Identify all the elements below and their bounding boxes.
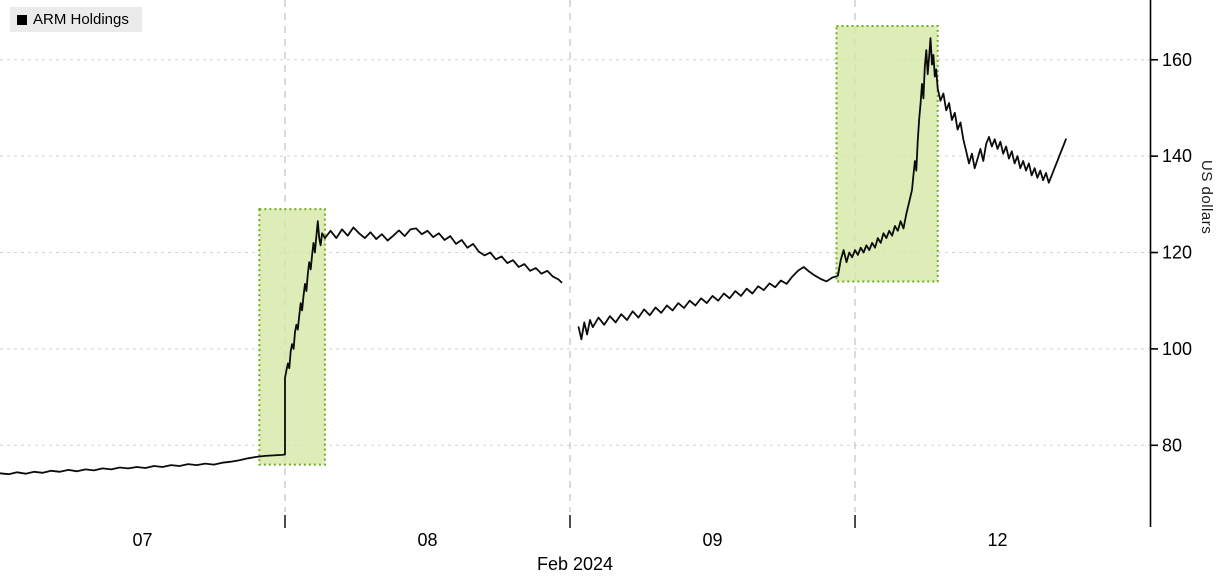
legend-label: ARM Holdings [33,11,129,28]
legend: ARM Holdings [10,7,142,32]
horizontal-gridlines [0,59,1150,446]
y-tick-label: 100 [1162,339,1192,359]
x-tick-label: 07 [132,530,152,550]
highlight-region [835,25,939,283]
y-axis: 80 100 120 140 160 [1149,0,1192,527]
price-line-segment [0,220,563,476]
y-tick-label: 120 [1162,243,1192,263]
legend-marker-icon [17,14,27,25]
x-axis-title: Feb 2024 [536,554,614,574]
x-axis: 07 08 09 12 [132,515,1008,550]
y-axis-title: US dollars [1198,160,1215,235]
x-tick-label: 09 [702,530,722,550]
vertical-gridlines [284,0,856,512]
highlight-regions [258,25,939,466]
y-tick-label: 140 [1162,146,1192,166]
price-line [0,37,1067,476]
x-tick-label: 08 [417,530,437,550]
y-tick-label: 160 [1162,50,1192,70]
y-tick-label: 80 [1162,435,1182,455]
price-line-segment [577,37,1067,341]
x-tick-label: 12 [988,530,1008,550]
